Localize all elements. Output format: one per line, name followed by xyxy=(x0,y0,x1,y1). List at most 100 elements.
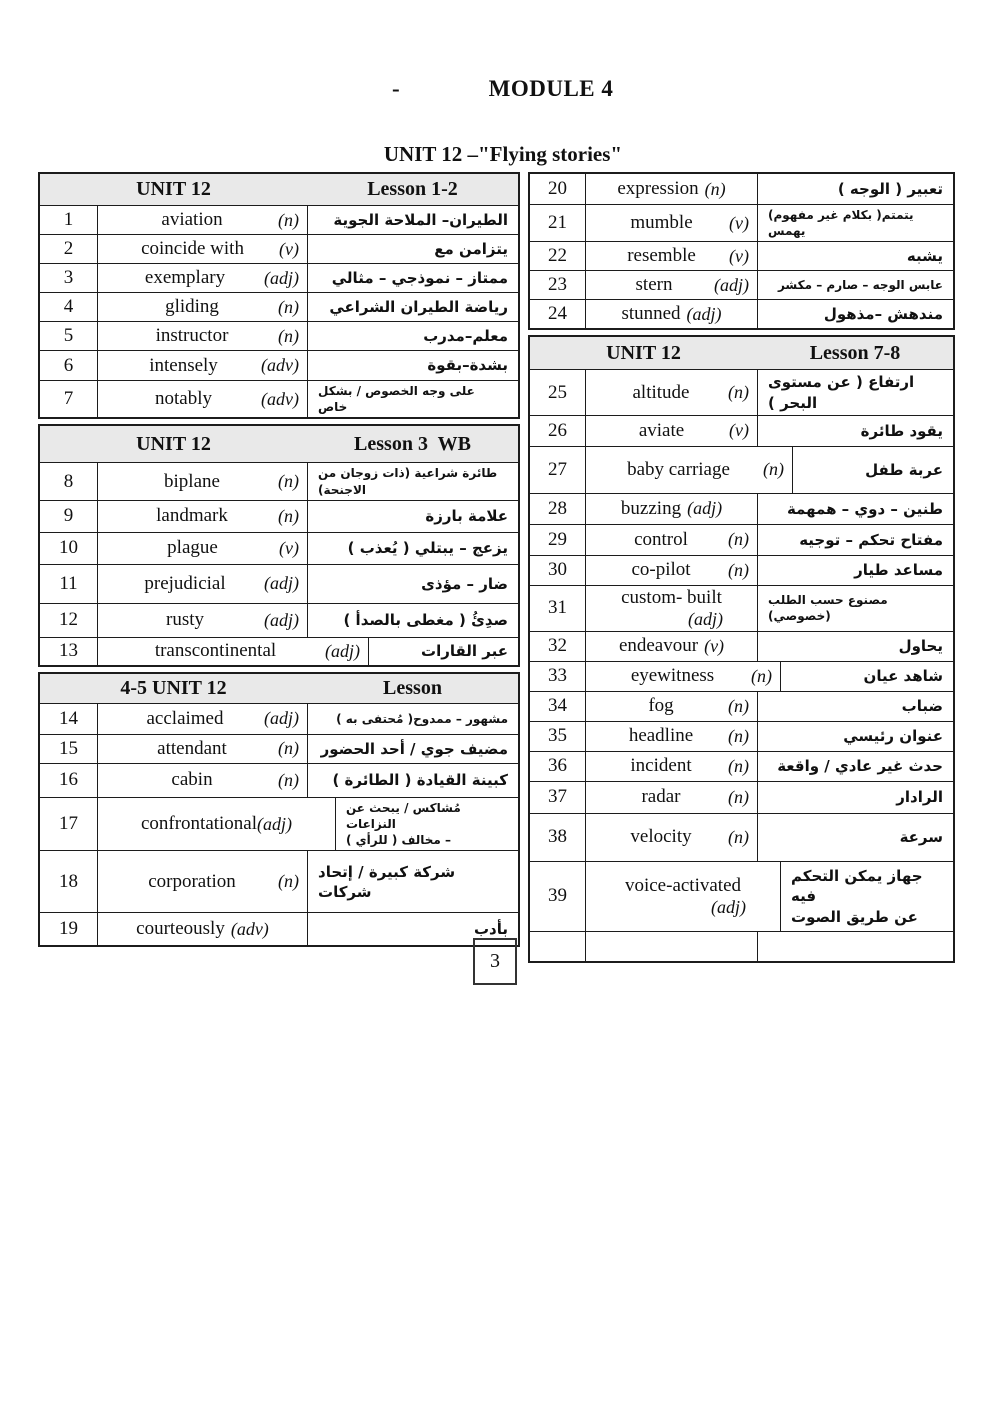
row-number-cell: 32 xyxy=(548,635,567,657)
part-of-speech-tag: (v) xyxy=(279,537,299,558)
english-word-cell: biplane (n) xyxy=(97,463,307,500)
part-of-speech-tag: (n) xyxy=(278,296,299,317)
arabic-translation-cell: مفتاح تحكم – توجيه xyxy=(757,524,953,555)
english-word: aviation xyxy=(161,209,223,230)
part-of-speech-tag: (v) xyxy=(729,245,749,266)
vocab-row: 37 radar (n) الرادار xyxy=(530,780,953,813)
arabic-translation-cell: جهاز يمكن التحكم فيه عن طريق الصوت xyxy=(780,861,953,931)
english-word: altitude xyxy=(632,381,690,403)
arabic-translation-cell: يتزامن مع xyxy=(307,235,518,263)
english-word: notably xyxy=(155,388,212,410)
english-word-cell: buzzing (adj) xyxy=(585,493,757,524)
arabic-translation-cell: كبينة القيادة ( الطائرة ) xyxy=(307,763,518,797)
arabic-translation-cell: رياضة الطيران الشراعي xyxy=(307,293,518,321)
section-header-row: 4-5 UNIT 12 Lesson xyxy=(40,673,518,703)
arabic-translation-cell: مشهور – ممدوح( مُحتفى به ) xyxy=(307,703,518,734)
part-of-speech-tag: (v) xyxy=(704,635,725,656)
part-of-speech-tag: (n) xyxy=(278,738,299,759)
english-word-cell: stunned (adj) xyxy=(585,300,757,329)
row-number-cell: 29 xyxy=(548,528,567,550)
table-section: UNIT 12 Lesson 1-2 1 aviation (n) الطيران– ال… xyxy=(38,172,520,420)
english-word-cell: fog (n) xyxy=(585,691,757,721)
english-word: velocity xyxy=(630,826,692,848)
row-number-cell: 38 xyxy=(548,826,567,848)
section-header-row: UNIT 12 Lesson 1-2 xyxy=(40,174,518,205)
part-of-speech-tag: (n) xyxy=(728,725,749,746)
row-number-cell: 4 xyxy=(63,296,74,317)
part-of-speech-tag: (n) xyxy=(728,559,749,580)
row-number-cell xyxy=(530,932,585,961)
english-word: mumble xyxy=(630,212,693,234)
part-of-speech-tag: (n) xyxy=(728,786,749,807)
empty-row xyxy=(530,930,953,961)
english-word-cell: confrontational (adj) xyxy=(97,797,335,851)
english-word-cell: co-pilot (n) xyxy=(585,555,757,585)
vocab-row: 11 prejudicial (adj) ضار – مؤذى xyxy=(40,563,518,603)
row-number-cell: 18 xyxy=(59,870,78,892)
english-word-cell: attendant (n) xyxy=(97,734,307,763)
vocab-row: 28 buzzing (adj) طنين – دوي – همهمة xyxy=(530,492,953,524)
vocab-row: 31 custom- built (adj) مصنوع حسب الطلب (خصو… xyxy=(530,584,953,631)
vocab-row: 25 altitude (n) ارتفاع ( عن مستوى البحر ) xyxy=(530,369,953,415)
arabic-translation-cell: مصنوع حسب الطلب (خصوصي) xyxy=(757,585,953,631)
row-number-cell: 24 xyxy=(548,303,567,325)
english-word-cell: exemplary (adj) xyxy=(97,264,307,292)
arabic-translation-cell: سرعة xyxy=(757,813,953,861)
vocab-row: 15 attendant (n) مضيف جوي / أحد الحضور xyxy=(40,733,518,763)
english-word: cabin xyxy=(171,769,213,791)
module-header: - MODULE 4 xyxy=(0,76,992,106)
table-section: UNIT 12 Lesson 7-8 25 altitude (n) ارتفاع ( ع… xyxy=(528,335,955,963)
vocab-row: 12 rusty (adj) صدِئُ ( مغطى بالصدأ ) xyxy=(40,602,518,637)
row-number-cell: 10 xyxy=(59,537,78,559)
unit-label: UNIT 12 xyxy=(136,178,211,200)
english-word: gliding xyxy=(165,296,219,317)
vocab-row: 35 headline (n) عنوان رئيسي xyxy=(530,720,953,751)
row-number-cell: 12 xyxy=(59,609,78,631)
row-number-cell: 16 xyxy=(59,769,78,791)
part-of-speech-tag: (n) xyxy=(278,325,299,346)
english-word: custom- built xyxy=(621,586,722,608)
vocab-row: 7 notably (adv) على وجه الخصوص / بشكل خاص xyxy=(40,380,518,418)
arabic-translation-cell: شركة كبيرة / إتحاد شركات xyxy=(307,851,518,913)
english-word-cell: resemble (v) xyxy=(585,242,757,271)
row-number-cell: 2 xyxy=(63,238,74,259)
row-number-cell: 13 xyxy=(59,640,78,662)
row-number-cell: 39 xyxy=(548,885,567,907)
part-of-speech-tag: (adv) xyxy=(261,355,299,375)
part-of-speech-tag: (n) xyxy=(278,209,299,230)
vocab-row: 19 courteously (adv) بأدب xyxy=(40,912,518,946)
english-word: baby carriage xyxy=(627,458,730,480)
arabic-translation-cell: يقود طائرة xyxy=(757,415,953,446)
vocab-row: 1 aviation (n) الطيران– الملاحة الجوية xyxy=(40,205,518,234)
vocab-row: 22 resemble (v) يشبه xyxy=(530,241,953,271)
vocab-row: 5 instructor (n) معلم–مدرب xyxy=(40,321,518,350)
english-word: buzzing xyxy=(620,497,682,519)
arabic-translation-cell: مضيف جوي / أحد الحضور xyxy=(307,734,518,763)
part-of-speech-tag: (adj) xyxy=(264,609,299,630)
row-number-cell: 30 xyxy=(548,559,567,581)
part-of-speech-tag: (n) xyxy=(278,769,299,790)
part-of-speech-tag: (n) xyxy=(751,665,772,686)
english-word-cell: notably (adv) xyxy=(97,381,307,418)
section-header-row: UNIT 12 Lesson 3 WB xyxy=(40,426,518,463)
row-number-cell: 1 xyxy=(63,209,74,230)
row-number-cell: 23 xyxy=(548,274,567,296)
english-word-cell: stern (adj) xyxy=(585,271,757,300)
arabic-translation-cell: ضباب xyxy=(757,691,953,721)
row-number-cell: 3 xyxy=(63,267,74,288)
part-of-speech-tag: (adj) xyxy=(264,708,299,729)
table-section: 20 expression (n) تعبير ( الوجه ) 21 mumble (v… xyxy=(528,172,955,331)
part-of-speech-tag: (adj) xyxy=(687,498,723,519)
english-word: instructor xyxy=(155,325,229,346)
english-word: landmark xyxy=(156,505,228,527)
english-word-cell: expression (n) xyxy=(585,174,757,204)
row-number-cell: 35 xyxy=(548,725,567,747)
english-word: exemplary xyxy=(144,267,226,288)
part-of-speech-tag: (v) xyxy=(729,212,749,233)
english-word-cell: landmark (n) xyxy=(97,500,307,532)
unit-label: UNIT 12 xyxy=(136,432,211,455)
arabic-translation-cell: صدِئُ ( مغطى بالصدأ ) xyxy=(307,603,518,637)
lesson-label: Lesson 3 WB xyxy=(354,432,471,455)
row-number-cell: 22 xyxy=(548,245,567,267)
english-word: prejudicial xyxy=(144,572,226,594)
